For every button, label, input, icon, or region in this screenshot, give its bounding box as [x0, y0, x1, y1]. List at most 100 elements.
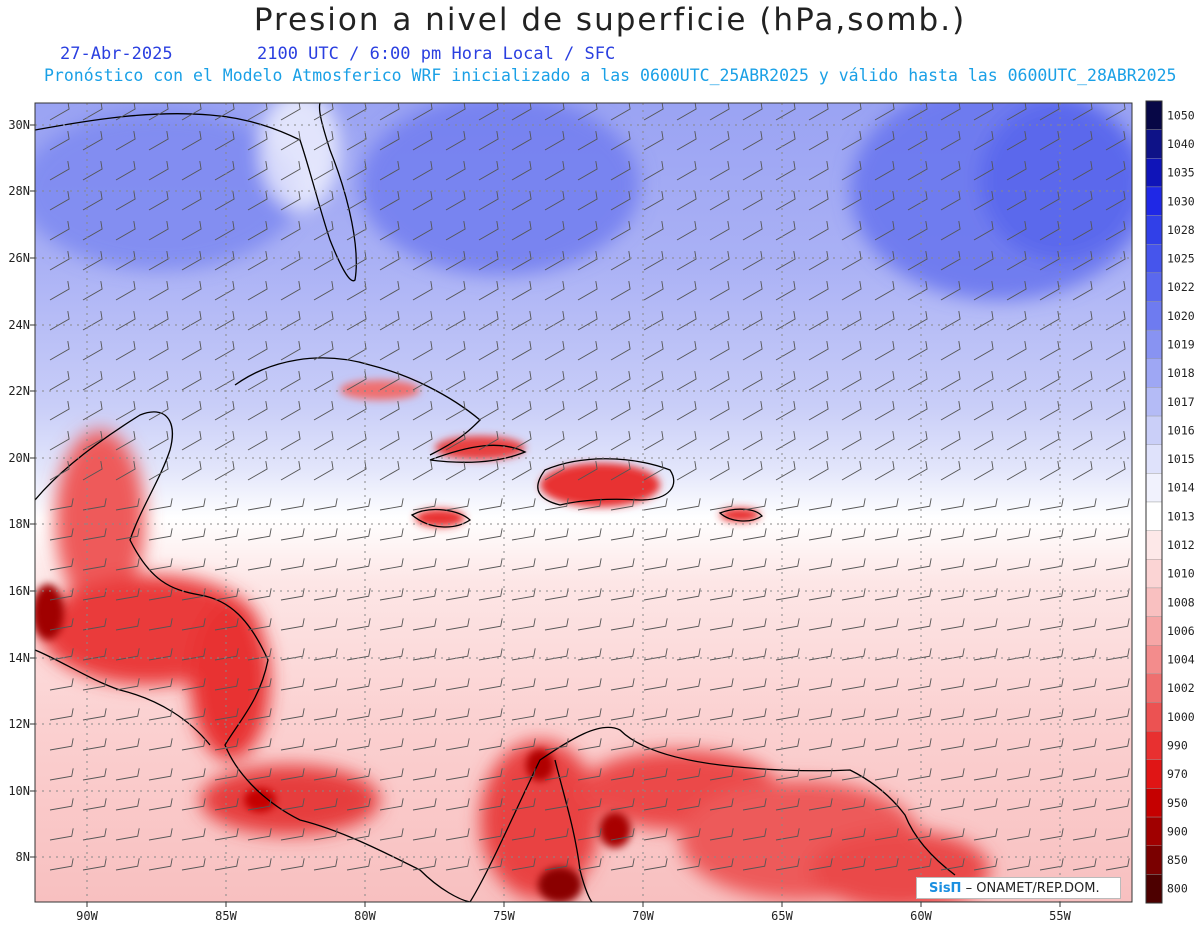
wind-barb: [841, 798, 866, 811]
wind-barb: [181, 341, 202, 361]
colorbar-label: 970: [1167, 767, 1188, 781]
lat-label: 14N: [8, 651, 30, 665]
wind-barb: [445, 708, 470, 721]
wind-barb: [1006, 528, 1031, 541]
lat-label: 18N: [8, 517, 30, 531]
wind-barb: [82, 131, 103, 151]
wind-barb: [1105, 708, 1130, 721]
colorbar-swatch: [1145, 730, 1163, 760]
wind-barb: [1072, 768, 1097, 781]
wind-barb: [775, 103, 796, 121]
wind-barb: [775, 678, 800, 691]
wind-barb: [247, 103, 268, 121]
wind-barb: [280, 828, 305, 841]
wind-barb: [82, 738, 107, 751]
wind-barb: [775, 738, 800, 751]
wind-barb: [907, 103, 928, 121]
wind-barb: [907, 768, 932, 781]
colorbar-swatch: [1145, 874, 1163, 904]
wind-barb: [1039, 768, 1064, 781]
wind-barb: [940, 768, 965, 781]
wind-barb: [49, 131, 70, 151]
wind-barb: [379, 191, 400, 211]
wind-barb: [445, 588, 470, 601]
wind-barb: [313, 618, 338, 631]
wind-barb: [478, 341, 499, 361]
wind-barb: [1105, 161, 1126, 181]
wind-barb: [676, 828, 701, 841]
wind-barb: [478, 798, 503, 811]
wind-barb: [478, 858, 503, 871]
wind-barb: [544, 251, 565, 271]
wind-barb: [1039, 251, 1060, 271]
colorbar-swatch: [1145, 415, 1163, 445]
wind-barb: [181, 461, 202, 481]
wind-barb: [610, 648, 635, 661]
wind-barb: [148, 708, 173, 721]
wind-barb: [742, 461, 763, 481]
wind-barb: [775, 401, 796, 421]
wind-barb: [841, 221, 862, 241]
wind-barb: [940, 738, 965, 751]
wind-barb: [676, 191, 697, 211]
wind-barb: [148, 498, 173, 511]
wind-barb: [148, 431, 169, 451]
wind-barb: [808, 103, 829, 121]
wind-barb: [511, 558, 536, 571]
wind-barb: [808, 588, 833, 601]
wind-barb: [610, 768, 635, 781]
wind-barb: [214, 221, 235, 241]
wind-barb: [379, 678, 404, 691]
wind-barb: [1039, 161, 1060, 181]
wind-barb: [313, 798, 338, 811]
wind-barb: [643, 648, 668, 661]
wind-barb: [49, 558, 74, 571]
wind-barb: [82, 103, 103, 121]
wind-barb: [643, 431, 664, 451]
wind-barb: [742, 311, 763, 331]
colorbar-swatch: [1145, 129, 1163, 159]
wind-barb: [940, 371, 961, 391]
lat-axis: 30N 28N 26N 24N 22N 20N 18N 16N 14N 12N …: [8, 118, 30, 864]
wind-barb: [412, 738, 437, 751]
wind-barb: [247, 498, 272, 511]
wind-barb: [49, 678, 74, 691]
wind-barb: [544, 798, 569, 811]
wind-barb: [841, 341, 862, 361]
wind-barb: [874, 371, 895, 391]
wind-barb: [808, 798, 833, 811]
wind-barb: [181, 251, 202, 271]
wind-barb: [181, 191, 202, 211]
wind-barb: [1039, 618, 1064, 631]
wind-barb: [478, 131, 499, 151]
wind-barb: [676, 341, 697, 361]
wind-barb: [280, 311, 301, 331]
wind-barb: [841, 281, 862, 301]
wind-barb: [346, 371, 367, 391]
wind-barb: [49, 708, 74, 721]
wind-barb: [874, 798, 899, 811]
wind-barb: [940, 431, 961, 451]
wind-barb: [412, 103, 433, 121]
wind-barb: [280, 461, 301, 481]
wind-barb: [214, 858, 239, 871]
wind-barb: [808, 191, 829, 211]
wind-barb: [49, 618, 74, 631]
wind-barb: [1105, 401, 1126, 421]
wind-barb: [676, 588, 701, 601]
wind-barb: [544, 768, 569, 781]
wind-barb: [49, 498, 74, 511]
wind-barb: [412, 431, 433, 451]
wind-barb: [82, 558, 107, 571]
wind-barb: [610, 311, 631, 331]
wind-barb: [874, 281, 895, 301]
wind-barb: [643, 341, 664, 361]
wind-barb: [379, 251, 400, 271]
colorbar-label: 1010: [1167, 567, 1195, 581]
wind-barb: [808, 828, 833, 841]
wind-barb: [115, 618, 140, 631]
wind-barb: [775, 858, 800, 871]
wind-barb: [445, 371, 466, 391]
wind-barb: [544, 558, 569, 571]
